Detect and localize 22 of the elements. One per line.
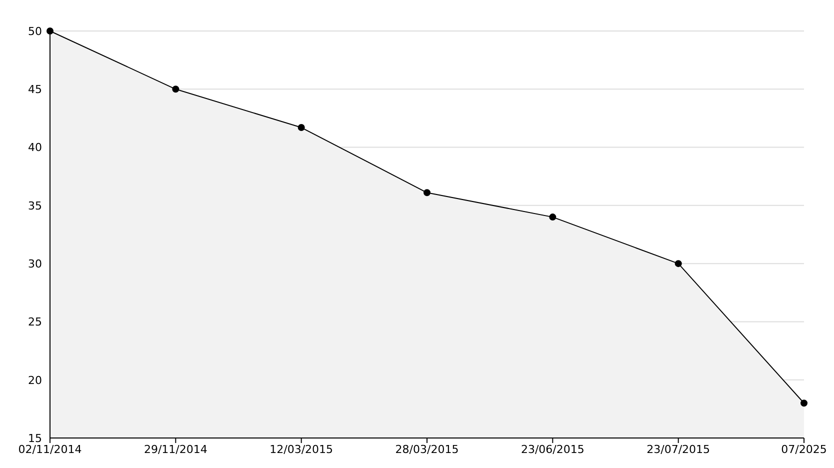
- point: [46, 28, 54, 34]
- point: [674, 260, 682, 268]
- point: [298, 124, 305, 132]
- x-tick-label: 29/11/2014: [144, 442, 208, 456]
- y-tick-label: 15: [28, 432, 42, 445]
- y-tick-label: 40: [28, 141, 42, 154]
- point: [549, 214, 556, 221]
- x-tick-label: 12/03/2015: [270, 442, 334, 456]
- y-tick-label: 20: [28, 374, 42, 387]
- x-tick-label: 23/07/2015: [646, 442, 710, 456]
- x-tick-label: 02/11/2014: [18, 442, 82, 456]
- x-tick-label: 23/06/2015: [520, 442, 584, 456]
- point: [172, 86, 180, 93]
- point: [424, 189, 430, 196]
- x-tick-label: 28/03/2015: [395, 442, 459, 456]
- y-tick-label: 50: [28, 24, 42, 38]
- point: [800, 400, 808, 407]
- y-tick-label: 25: [28, 316, 42, 329]
- y-tick-label: 30: [28, 257, 42, 270]
- y-tick-label: 35: [28, 199, 42, 212]
- x-tick-label: 07/2025: [781, 442, 827, 456]
- y-tick-label: 45: [28, 83, 42, 96]
